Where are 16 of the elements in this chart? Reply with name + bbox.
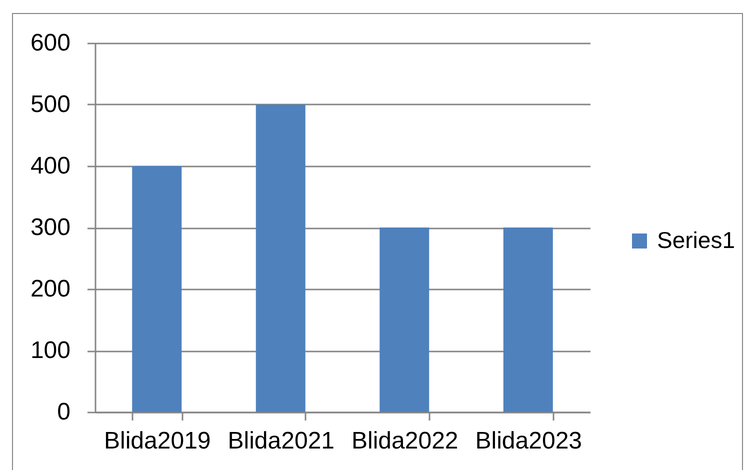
y-tick-label: 300 xyxy=(30,214,70,241)
y-tick-label: 500 xyxy=(30,91,70,118)
bar xyxy=(256,104,306,412)
y-tick-label: 200 xyxy=(30,276,70,302)
y-tick-label: 0 xyxy=(57,398,70,426)
bar xyxy=(132,166,182,412)
x-tick-label: Blida2023 xyxy=(475,428,582,454)
y-tick-label: 600 xyxy=(30,30,70,56)
x-tick-label: Blida2021 xyxy=(228,428,335,454)
y-tick-label: 100 xyxy=(30,337,70,364)
legend-label: Series1 xyxy=(657,227,735,253)
y-tick-label: 400 xyxy=(30,152,70,180)
x-tick-label: Blida2022 xyxy=(351,428,458,454)
bar xyxy=(503,228,553,412)
bar xyxy=(380,228,430,412)
x-tick-label: Blida2019 xyxy=(104,428,211,454)
